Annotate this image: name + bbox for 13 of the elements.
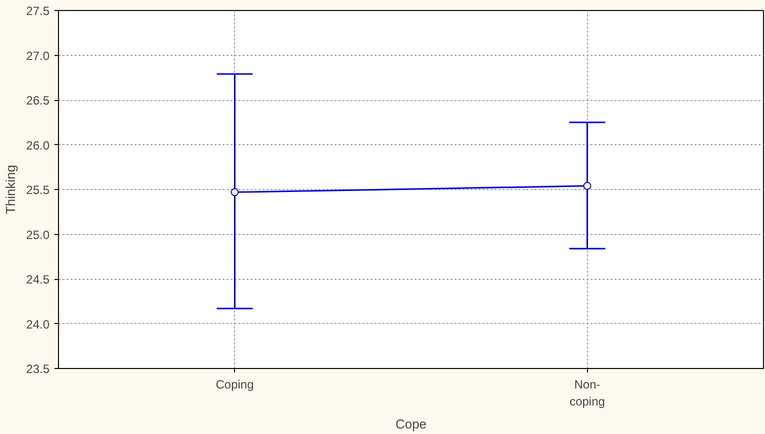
y-tick-label: 27.5 xyxy=(26,4,50,18)
y-tick-label: 23.5 xyxy=(26,362,50,376)
y-tick-label: 25.5 xyxy=(26,183,50,197)
y-tick-label: 26.0 xyxy=(26,138,50,152)
y-tick-label: 24.0 xyxy=(26,317,50,332)
y-tick-label: 26.5 xyxy=(26,94,50,108)
x-tick-label: Non- coping xyxy=(570,378,605,408)
x-axis-title: Cope xyxy=(395,416,427,432)
y-tick-label: 27.0 xyxy=(26,48,50,63)
y-axis-title: Thinking xyxy=(3,164,18,214)
y-tick-label: 24.5 xyxy=(26,272,50,286)
y-tick-label: 25.0 xyxy=(26,228,50,242)
x-tick-label: Coping xyxy=(216,378,254,392)
